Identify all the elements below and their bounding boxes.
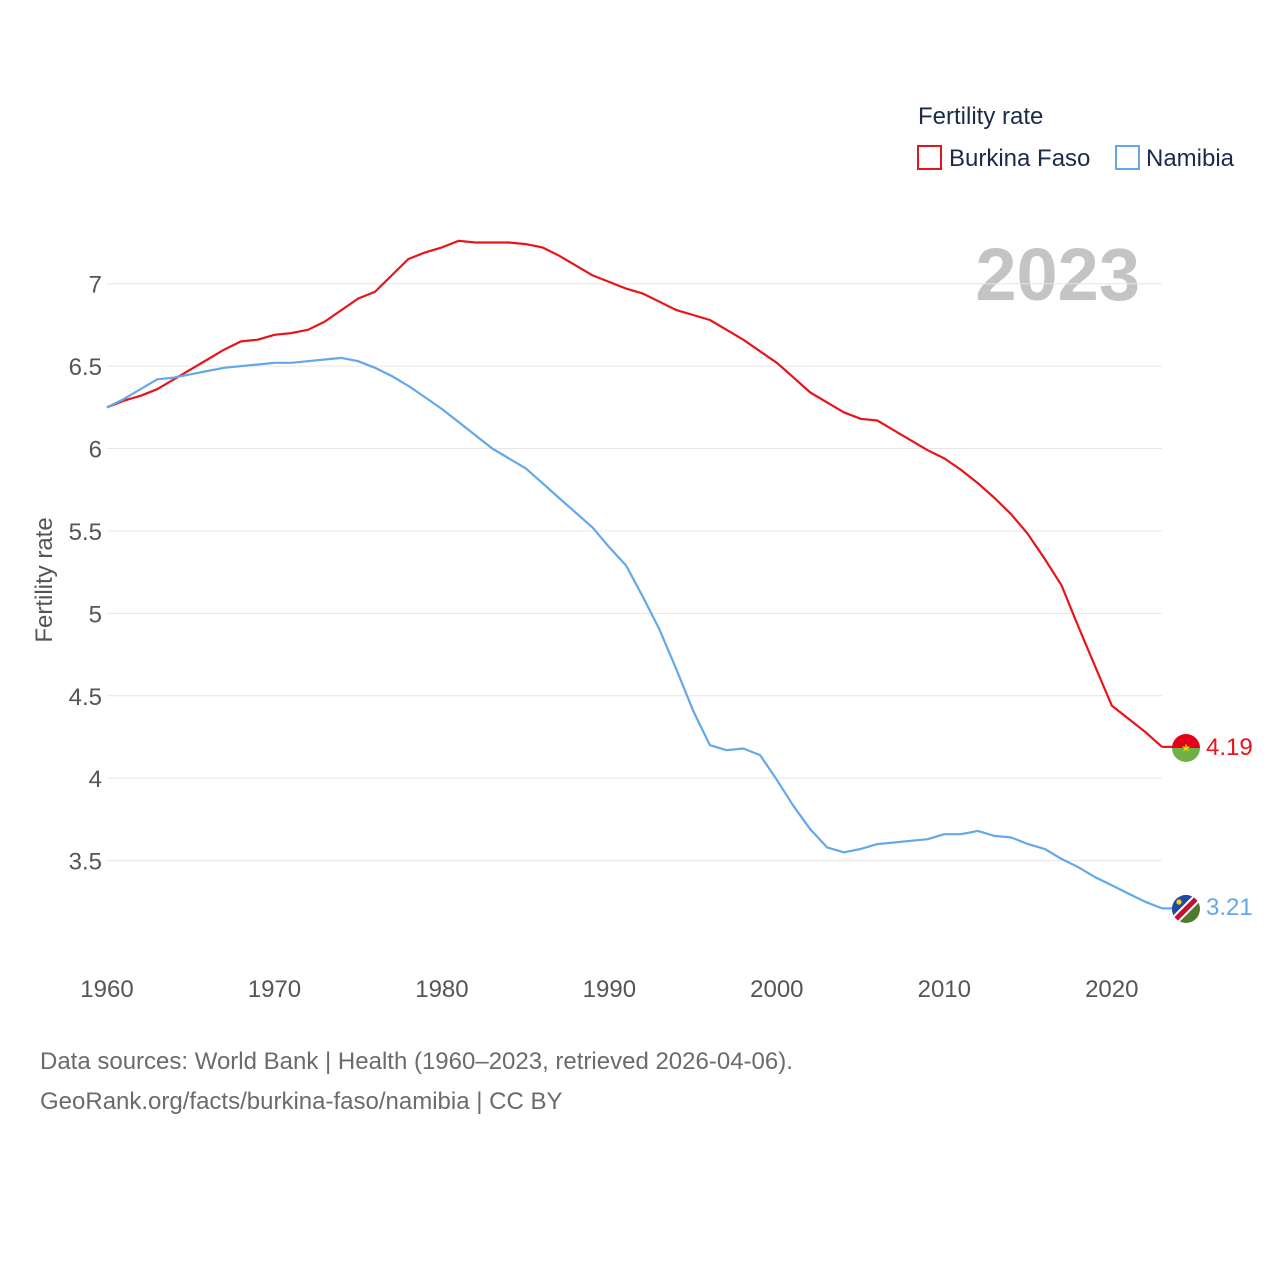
x-tick-label: 2010 <box>918 976 971 1003</box>
x-tick-label: 1980 <box>415 976 468 1003</box>
end-marker-namibia: 3.21 <box>1172 894 1253 923</box>
x-axis-ticks: 1960 1970 1980 1990 2000 2010 2020 <box>80 976 1138 1003</box>
legend-item-namibia[interactable]: Namibia <box>1115 145 1235 172</box>
series-line-namibia <box>106 356 1163 910</box>
y-tick-label: 5 <box>89 601 102 628</box>
x-tick-label: 2020 <box>1085 976 1138 1003</box>
x-tick-label: 1960 <box>80 976 133 1003</box>
namibia-flag-icon <box>1172 895 1200 923</box>
year-badge: 2023 <box>975 233 1140 316</box>
legend-swatch-namibia <box>1115 145 1140 170</box>
y-tick-label: 5.5 <box>69 519 102 546</box>
footer: Data sources: World Bank | Health (1960–… <box>40 1042 793 1122</box>
series-lines <box>106 239 1174 910</box>
legend-title: Fertility rate <box>918 103 1043 130</box>
legend: Fertility rate Burkina Faso Namibia <box>917 103 1235 172</box>
fertility-rate-chart: Fertility rate Burkina Faso Namibia 2023… <box>31 103 1253 1003</box>
x-tick-label: 2000 <box>750 976 803 1003</box>
end-value-burkina-faso: 4.19 <box>1206 734 1253 761</box>
y-tick-label: 6.5 <box>69 354 102 381</box>
end-value-namibia: 3.21 <box>1206 894 1253 921</box>
y-tick-label: 4.5 <box>69 684 102 711</box>
data-source-text: Data sources: World Bank | Health (1960–… <box>40 1048 793 1075</box>
y-tick-label: 7 <box>89 272 102 299</box>
gridlines <box>107 283 1162 862</box>
x-tick-label: 1990 <box>583 976 636 1003</box>
series-line-burkina-faso <box>106 239 1163 748</box>
x-tick-label: 1970 <box>248 976 301 1003</box>
attribution-text: GeoRank.org/facts/burkina-faso/namibia |… <box>40 1088 563 1115</box>
legend-label-burkina-faso: Burkina Faso <box>949 145 1090 172</box>
burkina-faso-flag-icon <box>1172 734 1200 762</box>
y-axis-title: Fertility rate <box>31 517 58 642</box>
y-axis-ticks: 3.5 4 4.5 5 5.5 6 6.5 7 <box>69 272 102 876</box>
legend-swatch-burkina-faso <box>917 145 942 170</box>
y-tick-label: 6 <box>89 437 102 464</box>
legend-label-namibia: Namibia <box>1146 145 1235 172</box>
y-tick-label: 3.5 <box>69 849 102 876</box>
end-marker-burkina-faso: 4.19 <box>1172 734 1253 762</box>
y-tick-label: 4 <box>89 766 102 793</box>
legend-item-burkina-faso[interactable]: Burkina Faso <box>917 145 1090 172</box>
